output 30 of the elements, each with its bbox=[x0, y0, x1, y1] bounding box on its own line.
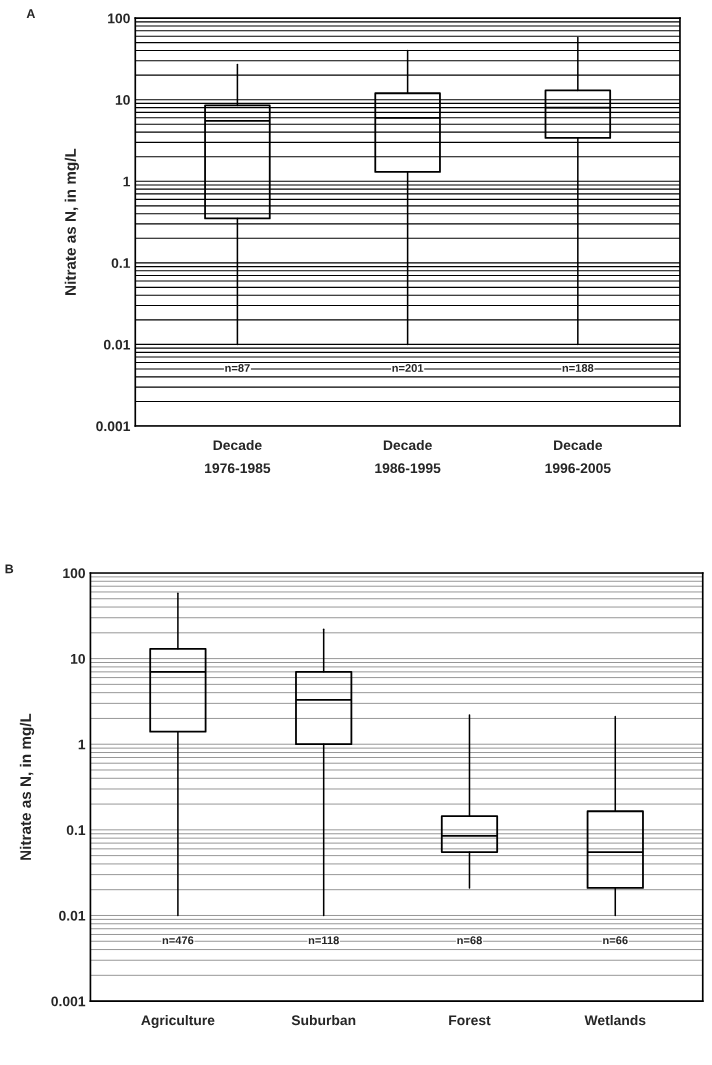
annotation: n=476 bbox=[162, 936, 194, 945]
x-tick-label: Forest bbox=[449, 1015, 491, 1026]
annotation: n=87 bbox=[225, 364, 250, 372]
y-tick-label: 10 bbox=[70, 653, 85, 664]
x-tick-label: Suburban bbox=[291, 1014, 356, 1026]
y-axis-title: Nitrate as N, in mg/L bbox=[64, 148, 79, 295]
y-tick-label: 1 bbox=[78, 739, 86, 750]
annotation: n=68 bbox=[457, 936, 482, 945]
x-tick-label: Agriculture bbox=[141, 1014, 215, 1028]
annotation: n=118 bbox=[308, 936, 339, 945]
chart-title: B bbox=[5, 564, 14, 574]
y-tick-label: 0.01 bbox=[59, 910, 86, 921]
y-tick-label: 100 bbox=[63, 568, 85, 579]
y-tick-label: 0.1 bbox=[66, 825, 86, 836]
x-tick-label: Wetlands bbox=[584, 1014, 646, 1026]
y-tick-label: 0.001 bbox=[51, 996, 86, 1007]
y-tick-label: 100 bbox=[108, 13, 130, 24]
text: A bbox=[26, 9, 36, 18]
y-tick-label: 10 bbox=[115, 95, 130, 105]
x-tick-label: Decade 1986-1995 bbox=[375, 439, 441, 474]
y-axis-title: Nitrate as N, in mg/L bbox=[19, 713, 35, 860]
x-tick-label: Decade 1976-1985 bbox=[205, 439, 271, 474]
x-tick-label: Decade 1996-2005 bbox=[545, 439, 611, 474]
y-tick-label: 0.01 bbox=[103, 339, 131, 350]
annotation: n=66 bbox=[603, 936, 628, 945]
y-tick-label: 0.1 bbox=[111, 258, 131, 269]
annotation: n=188 bbox=[562, 364, 594, 372]
y-tick-label: 1 bbox=[123, 176, 131, 187]
annotation: n=201 bbox=[392, 364, 424, 372]
y-tick-label: 0.001 bbox=[96, 421, 131, 432]
